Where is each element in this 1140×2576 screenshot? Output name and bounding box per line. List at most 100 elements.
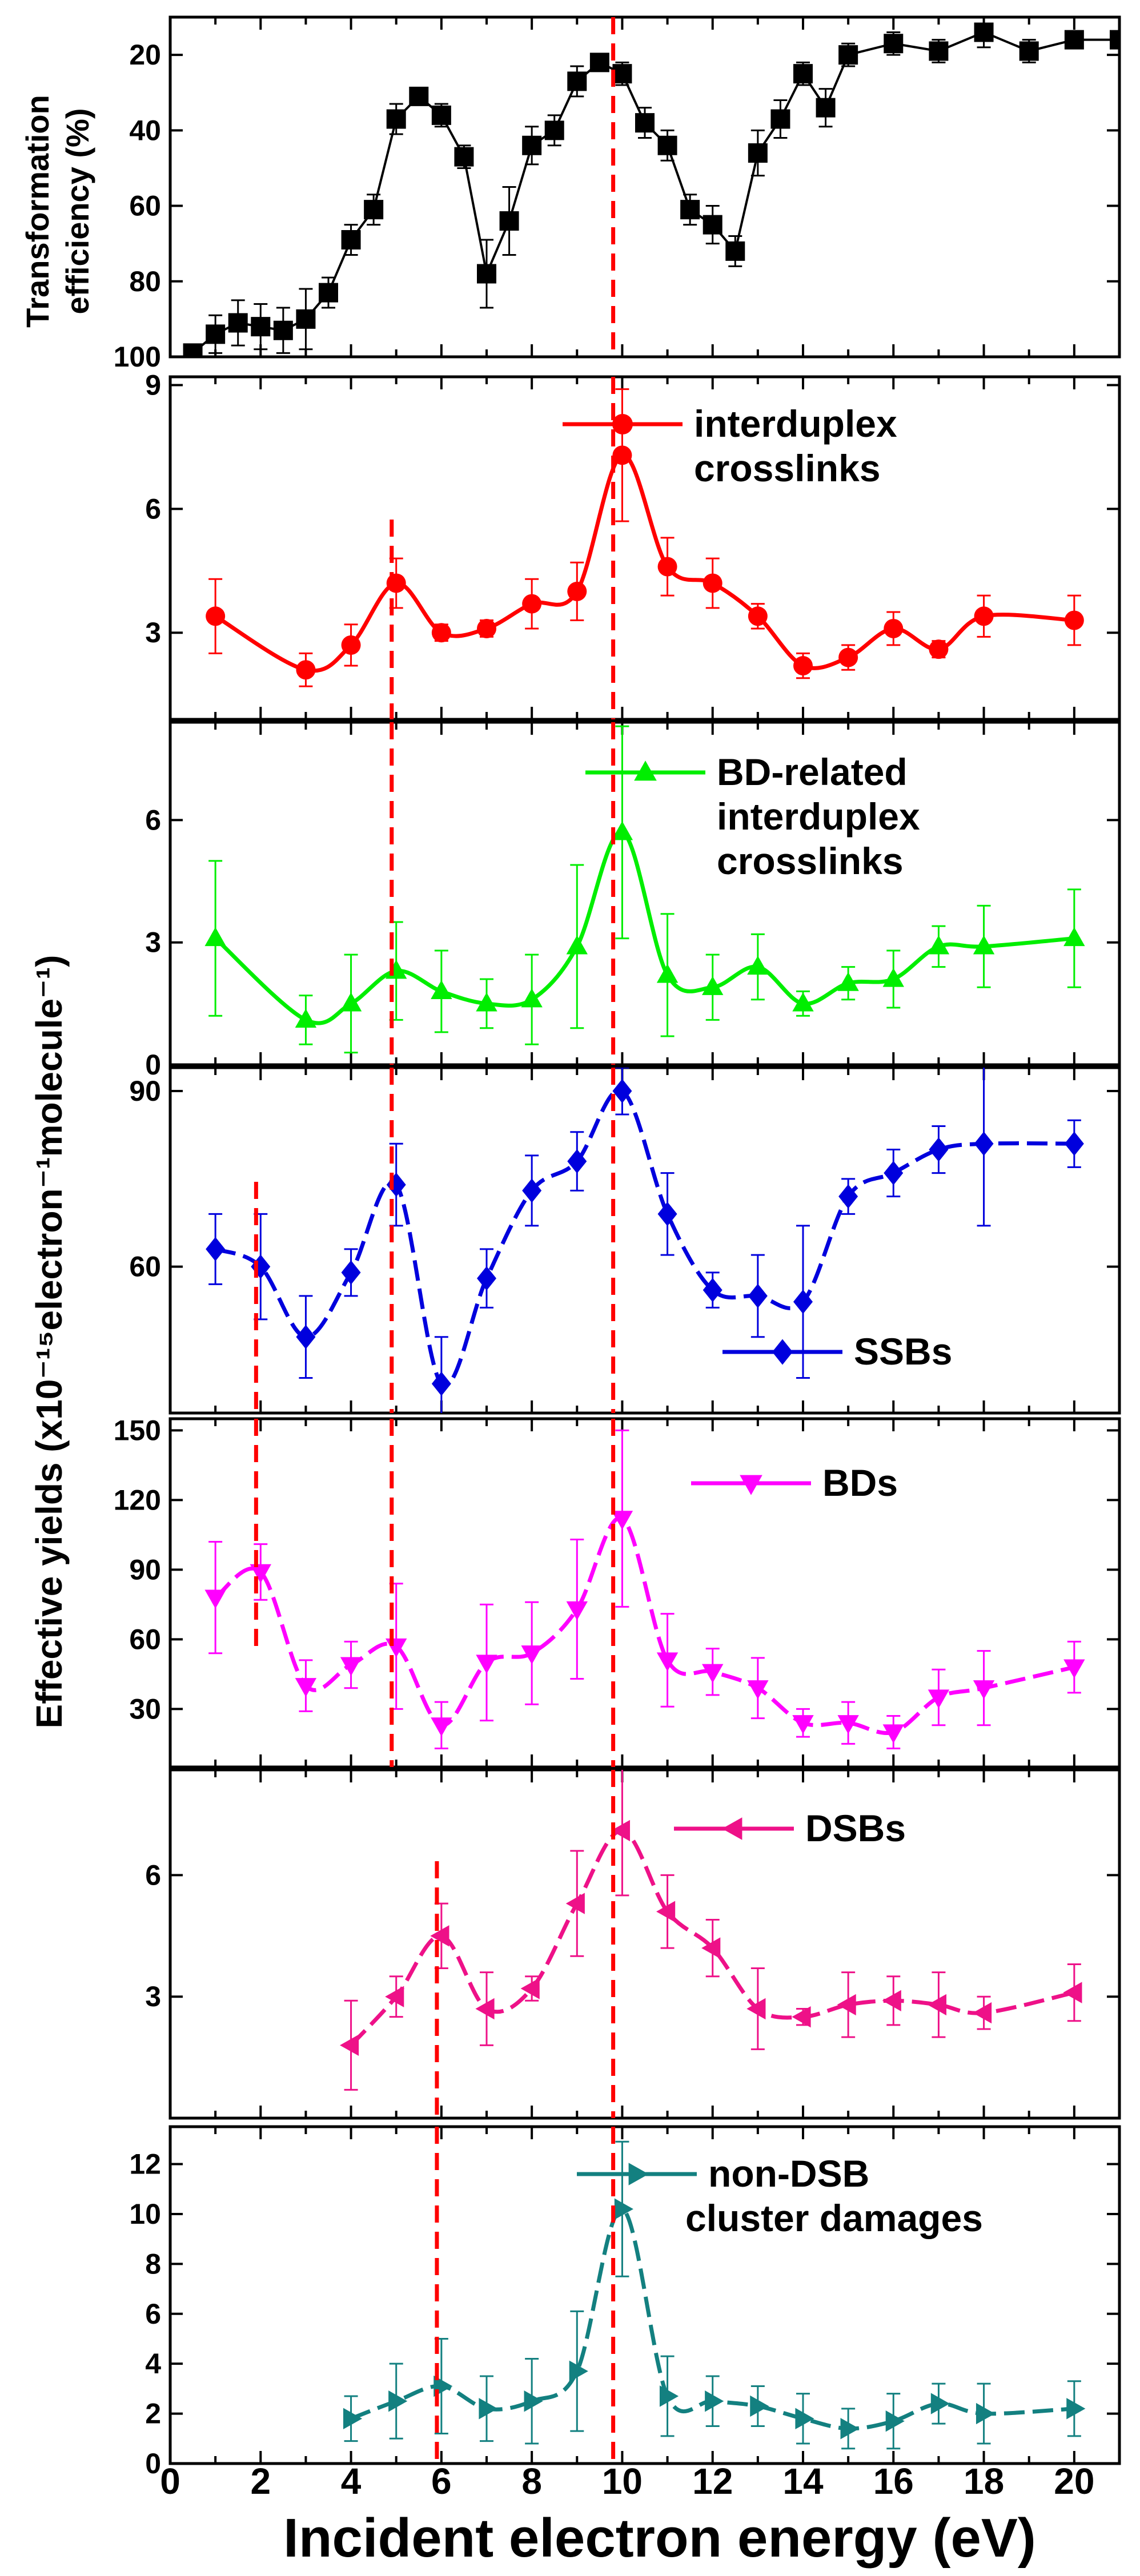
data-point — [612, 64, 632, 84]
legend-marker — [722, 1817, 742, 1840]
legend-ssbs: SSBs — [722, 1330, 952, 1372]
series-line-transformation — [192, 31, 1119, 354]
data-point — [611, 821, 633, 840]
x-tick-label: 6 — [431, 2461, 452, 2502]
legend-label: crosslinks — [694, 447, 881, 489]
data-point — [340, 2034, 359, 2056]
data-point — [566, 1601, 588, 1621]
panel-dsbs: 3 6 DSBs — [145, 1768, 1121, 2120]
data-point — [1064, 1132, 1084, 1156]
data-point — [748, 143, 768, 163]
legend-marker — [634, 760, 657, 781]
y-tick-label: 3 — [145, 617, 161, 649]
data-point — [973, 1680, 995, 1700]
y-tick-label: 6 — [145, 1859, 161, 1891]
data-point — [569, 2360, 588, 2382]
data-point — [477, 618, 496, 638]
data-point — [477, 1266, 496, 1291]
data-point — [748, 1283, 768, 1309]
legend-dsbs: DSBs — [674, 1807, 906, 1849]
data-point — [657, 1202, 677, 1226]
y-tick-label: 12 — [129, 2148, 161, 2180]
data-point — [974, 1132, 994, 1156]
data-point — [882, 1724, 904, 1744]
legend-label: BDs — [822, 1462, 898, 1504]
series-line-ssbs — [214, 1088, 1074, 1388]
data-point — [612, 445, 632, 465]
data-point — [430, 1925, 449, 1947]
data-point — [930, 2393, 950, 2414]
data-point — [974, 606, 994, 626]
data-point — [770, 109, 790, 129]
y-tick-label: 0 — [145, 1049, 161, 1081]
data-point — [522, 1178, 542, 1203]
data-point — [386, 573, 406, 593]
y-tick-label: 9 — [145, 369, 161, 401]
x-tick-label: 2 — [250, 2461, 271, 2502]
panel-frame — [168, 721, 1121, 1066]
data-point — [251, 317, 271, 337]
data-point — [409, 86, 429, 106]
y-tick-label: 150 — [114, 1414, 161, 1446]
series-line-dsbs — [350, 1828, 1075, 2047]
data-point — [499, 211, 519, 231]
legend-label: interduplex — [694, 402, 897, 445]
y-tick-label: 6 — [145, 2298, 161, 2330]
data-point — [521, 1645, 543, 1665]
data-point — [204, 927, 226, 947]
data-point — [747, 956, 769, 975]
data-point — [929, 639, 949, 659]
data-point — [976, 2402, 996, 2425]
data-point — [476, 992, 497, 1012]
data-point — [927, 1994, 947, 2016]
data-point — [703, 1278, 722, 1302]
data-point — [566, 935, 588, 955]
data-point — [884, 618, 904, 638]
data-point — [341, 230, 361, 250]
series-line-bds — [214, 1516, 1075, 1735]
data-point — [635, 113, 655, 133]
legend-marker — [772, 1339, 793, 1365]
y-tick-label: 6 — [145, 804, 161, 836]
data-point — [792, 1715, 814, 1734]
legend-label: crosslinks — [717, 840, 904, 882]
data-point — [296, 309, 316, 329]
legend-label: SSBs — [854, 1330, 952, 1372]
data-point — [431, 1717, 452, 1737]
panel-transformation: 20 40 60 80 100 — [114, 15, 1121, 373]
data-point — [386, 109, 406, 129]
y-tick-label: 20 — [129, 39, 161, 71]
data-point — [388, 2390, 408, 2412]
data-point — [431, 980, 452, 1000]
panel-frame — [168, 1417, 1121, 1769]
data-point — [840, 2418, 860, 2440]
y-tick-label: 100 — [114, 341, 161, 373]
data-point — [837, 1715, 859, 1734]
data-point — [837, 1994, 856, 2016]
data-point — [1019, 41, 1039, 61]
legend-marker — [612, 414, 633, 434]
data-point — [973, 935, 995, 955]
y-tick-label: 8 — [145, 2248, 161, 2280]
data-point — [340, 1657, 362, 1676]
data-point — [612, 1078, 632, 1104]
data-point — [973, 2002, 992, 2024]
data-point — [611, 1820, 631, 1842]
data-point — [705, 2390, 724, 2412]
data-point — [747, 1680, 769, 1700]
data-point — [431, 105, 451, 125]
data-point — [431, 1371, 451, 1396]
data-point — [454, 147, 474, 167]
data-point — [476, 1655, 497, 1674]
data-point — [204, 1589, 226, 1609]
data-point — [340, 992, 362, 1012]
data-point — [703, 573, 722, 593]
data-point — [656, 1901, 676, 1922]
data-point — [816, 98, 836, 118]
x-tick-label: 4 — [341, 2461, 362, 2502]
y-tick-label: 60 — [129, 1623, 161, 1655]
